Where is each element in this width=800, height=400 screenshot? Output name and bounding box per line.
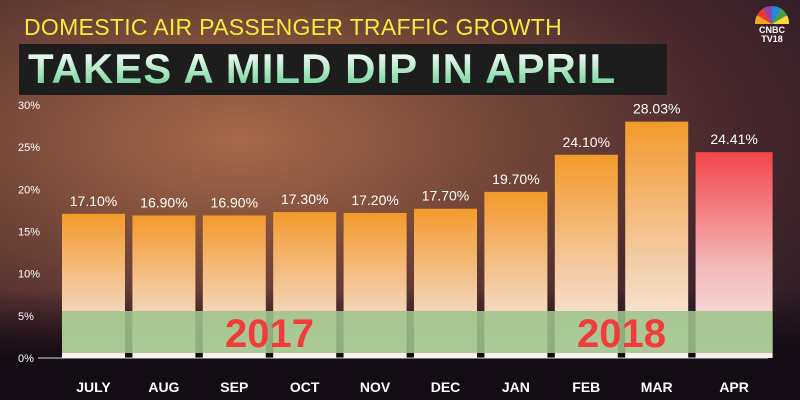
year-label-2017: 2017 [225, 312, 314, 356]
title-banner [19, 44, 667, 95]
x-tick-label: FEB [572, 379, 600, 395]
x-tick-label: MAR [641, 379, 673, 395]
logo-text-1: CNBC [759, 25, 785, 35]
peacock-icon [755, 6, 789, 24]
cnbc-tv18-logo: CNBC TV18 [748, 6, 796, 44]
year-band [62, 311, 773, 353]
logo-text-2: TV18 [761, 34, 783, 44]
data-label: 19.70% [492, 171, 539, 187]
data-label: 24.10% [563, 134, 610, 150]
x-tick-label: SEP [220, 379, 248, 395]
data-label: 28.03% [633, 101, 680, 117]
data-label: 24.41% [710, 131, 757, 147]
y-tick-label: 15% [18, 227, 40, 239]
data-label: 17.70% [422, 188, 469, 204]
data-label: 16.90% [140, 194, 187, 210]
y-tick-label: 20% [18, 184, 40, 196]
y-tick-label: 30% [18, 100, 40, 112]
data-label: 16.90% [211, 194, 258, 210]
x-tick-label: JAN [502, 379, 530, 395]
y-tick-label: 0% [18, 353, 34, 365]
chart-subtitle: DOMESTIC AIR PASSENGER TRAFFIC GROWTH [24, 14, 563, 40]
x-tick-label: DEC [431, 379, 461, 395]
y-tick-label: 25% [18, 142, 40, 154]
data-label: 17.30% [281, 191, 328, 207]
x-tick-label: NOV [360, 379, 391, 395]
data-label: 17.10% [70, 193, 117, 209]
x-tick-label: APR [719, 379, 749, 395]
x-tick-label: AUG [148, 379, 179, 395]
x-tick-label: JULY [76, 379, 111, 395]
chart-title: TAKES A MILD DIP IN APRIL [28, 45, 617, 92]
y-tick-label: 5% [18, 311, 34, 323]
x-tick-label: OCT [290, 379, 320, 395]
year-label-2018: 2018 [577, 312, 666, 356]
y-tick-label: 10% [18, 269, 40, 281]
data-label: 17.20% [351, 192, 398, 208]
